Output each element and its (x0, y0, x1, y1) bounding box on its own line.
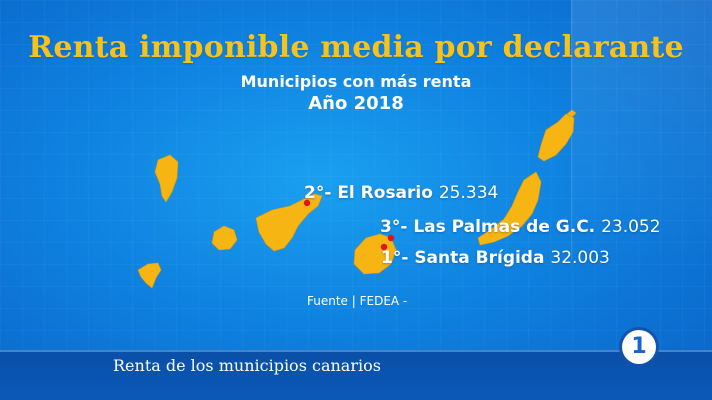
ranking-rank: 3°- (380, 217, 414, 237)
island-la-palma (154, 154, 179, 203)
marker-santa-brigida (380, 243, 388, 251)
channel-logo: 1 (622, 330, 656, 364)
island-gran-canaria (353, 233, 397, 275)
ranking-rank: 2°- (304, 183, 338, 203)
ranking-rank: 1°- (381, 248, 415, 268)
island-tenerife (255, 193, 323, 252)
ranking-label-3: 3°- Las Palmas de G.C. 23.052 (380, 217, 661, 237)
ranking-value: 32.003 (550, 248, 610, 268)
marker-el-rosario (303, 199, 311, 207)
decorative-panel (571, 0, 712, 260)
source-note: Fuente | FEDEA - (307, 294, 408, 308)
island-lanzarote (537, 113, 575, 162)
ranking-value: 25.334 (438, 183, 499, 203)
page-title: Renta imponible media por declarante (28, 30, 684, 65)
caption-bar (0, 350, 712, 400)
island-fuerteventura (477, 171, 542, 246)
ranking-label-2: 2°- El Rosario 25.334 (304, 183, 498, 203)
ranking-municipality: El Rosario (337, 183, 433, 203)
ranking-value: 23.052 (601, 217, 661, 237)
marker-las-palmas (387, 234, 395, 242)
ranking-label-1: 1°- Santa Brígida 32.003 (381, 248, 610, 268)
ranking-municipality: Santa Brígida (414, 248, 545, 268)
island-la-graciosa (566, 109, 577, 118)
page-subtitle: Municipios con más renta (240, 72, 472, 91)
ranking-municipality: Las Palmas de G.C. (413, 217, 596, 237)
caption-text: Renta de los municipios canarios (113, 356, 381, 375)
island-el-hierro (137, 262, 162, 289)
year-label: Año 2018 (308, 93, 404, 114)
island-la-gomera (211, 225, 238, 251)
